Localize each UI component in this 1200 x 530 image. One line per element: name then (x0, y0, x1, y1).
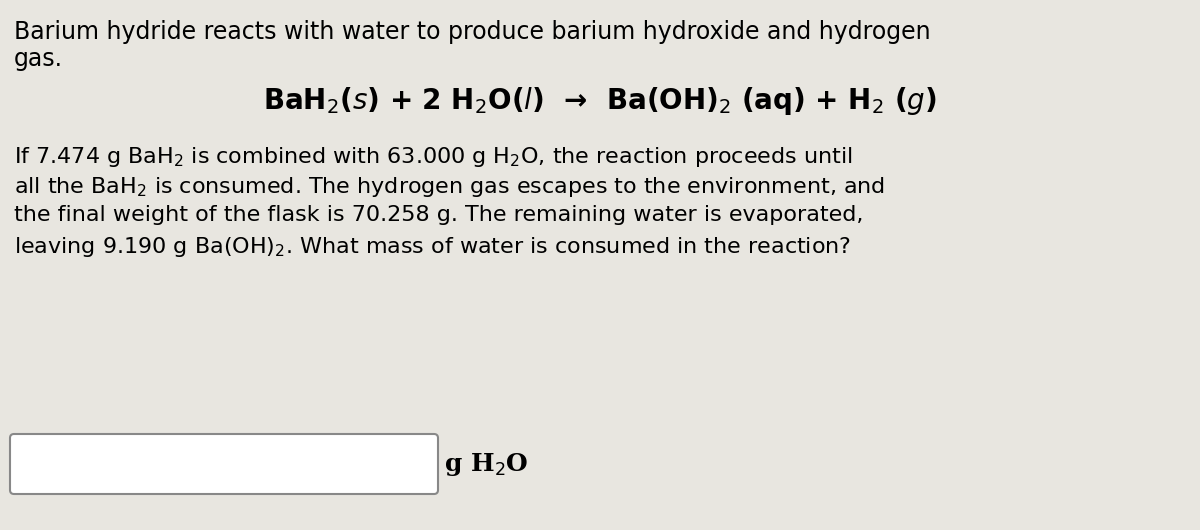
Text: gas.: gas. (14, 47, 64, 71)
FancyBboxPatch shape (10, 434, 438, 494)
Text: leaving 9.190 g Ba(OH)$_2$. What mass of water is consumed in the reaction?: leaving 9.190 g Ba(OH)$_2$. What mass of… (14, 235, 851, 259)
Text: If 7.474 g BaH$_2$ is combined with 63.000 g H$_2$O, the reaction proceeds until: If 7.474 g BaH$_2$ is combined with 63.0… (14, 145, 852, 169)
Text: all the BaH$_2$ is consumed. The hydrogen gas escapes to the environment, and: all the BaH$_2$ is consumed. The hydroge… (14, 175, 886, 199)
Text: g H$_2$O: g H$_2$O (444, 450, 528, 478)
Text: BaH$_2$($s$) + 2 H$_2$O($l$)  →  Ba(OH)$_2$ (aq) + H$_2$ ($g$): BaH$_2$($s$) + 2 H$_2$O($l$) → Ba(OH)$_2… (263, 85, 937, 117)
Text: Barium hydride reacts with water to produce barium hydroxide and hydrogen: Barium hydride reacts with water to prod… (14, 20, 931, 44)
Text: the final weight of the flask is 70.258 g. The remaining water is evaporated,: the final weight of the flask is 70.258 … (14, 205, 863, 225)
